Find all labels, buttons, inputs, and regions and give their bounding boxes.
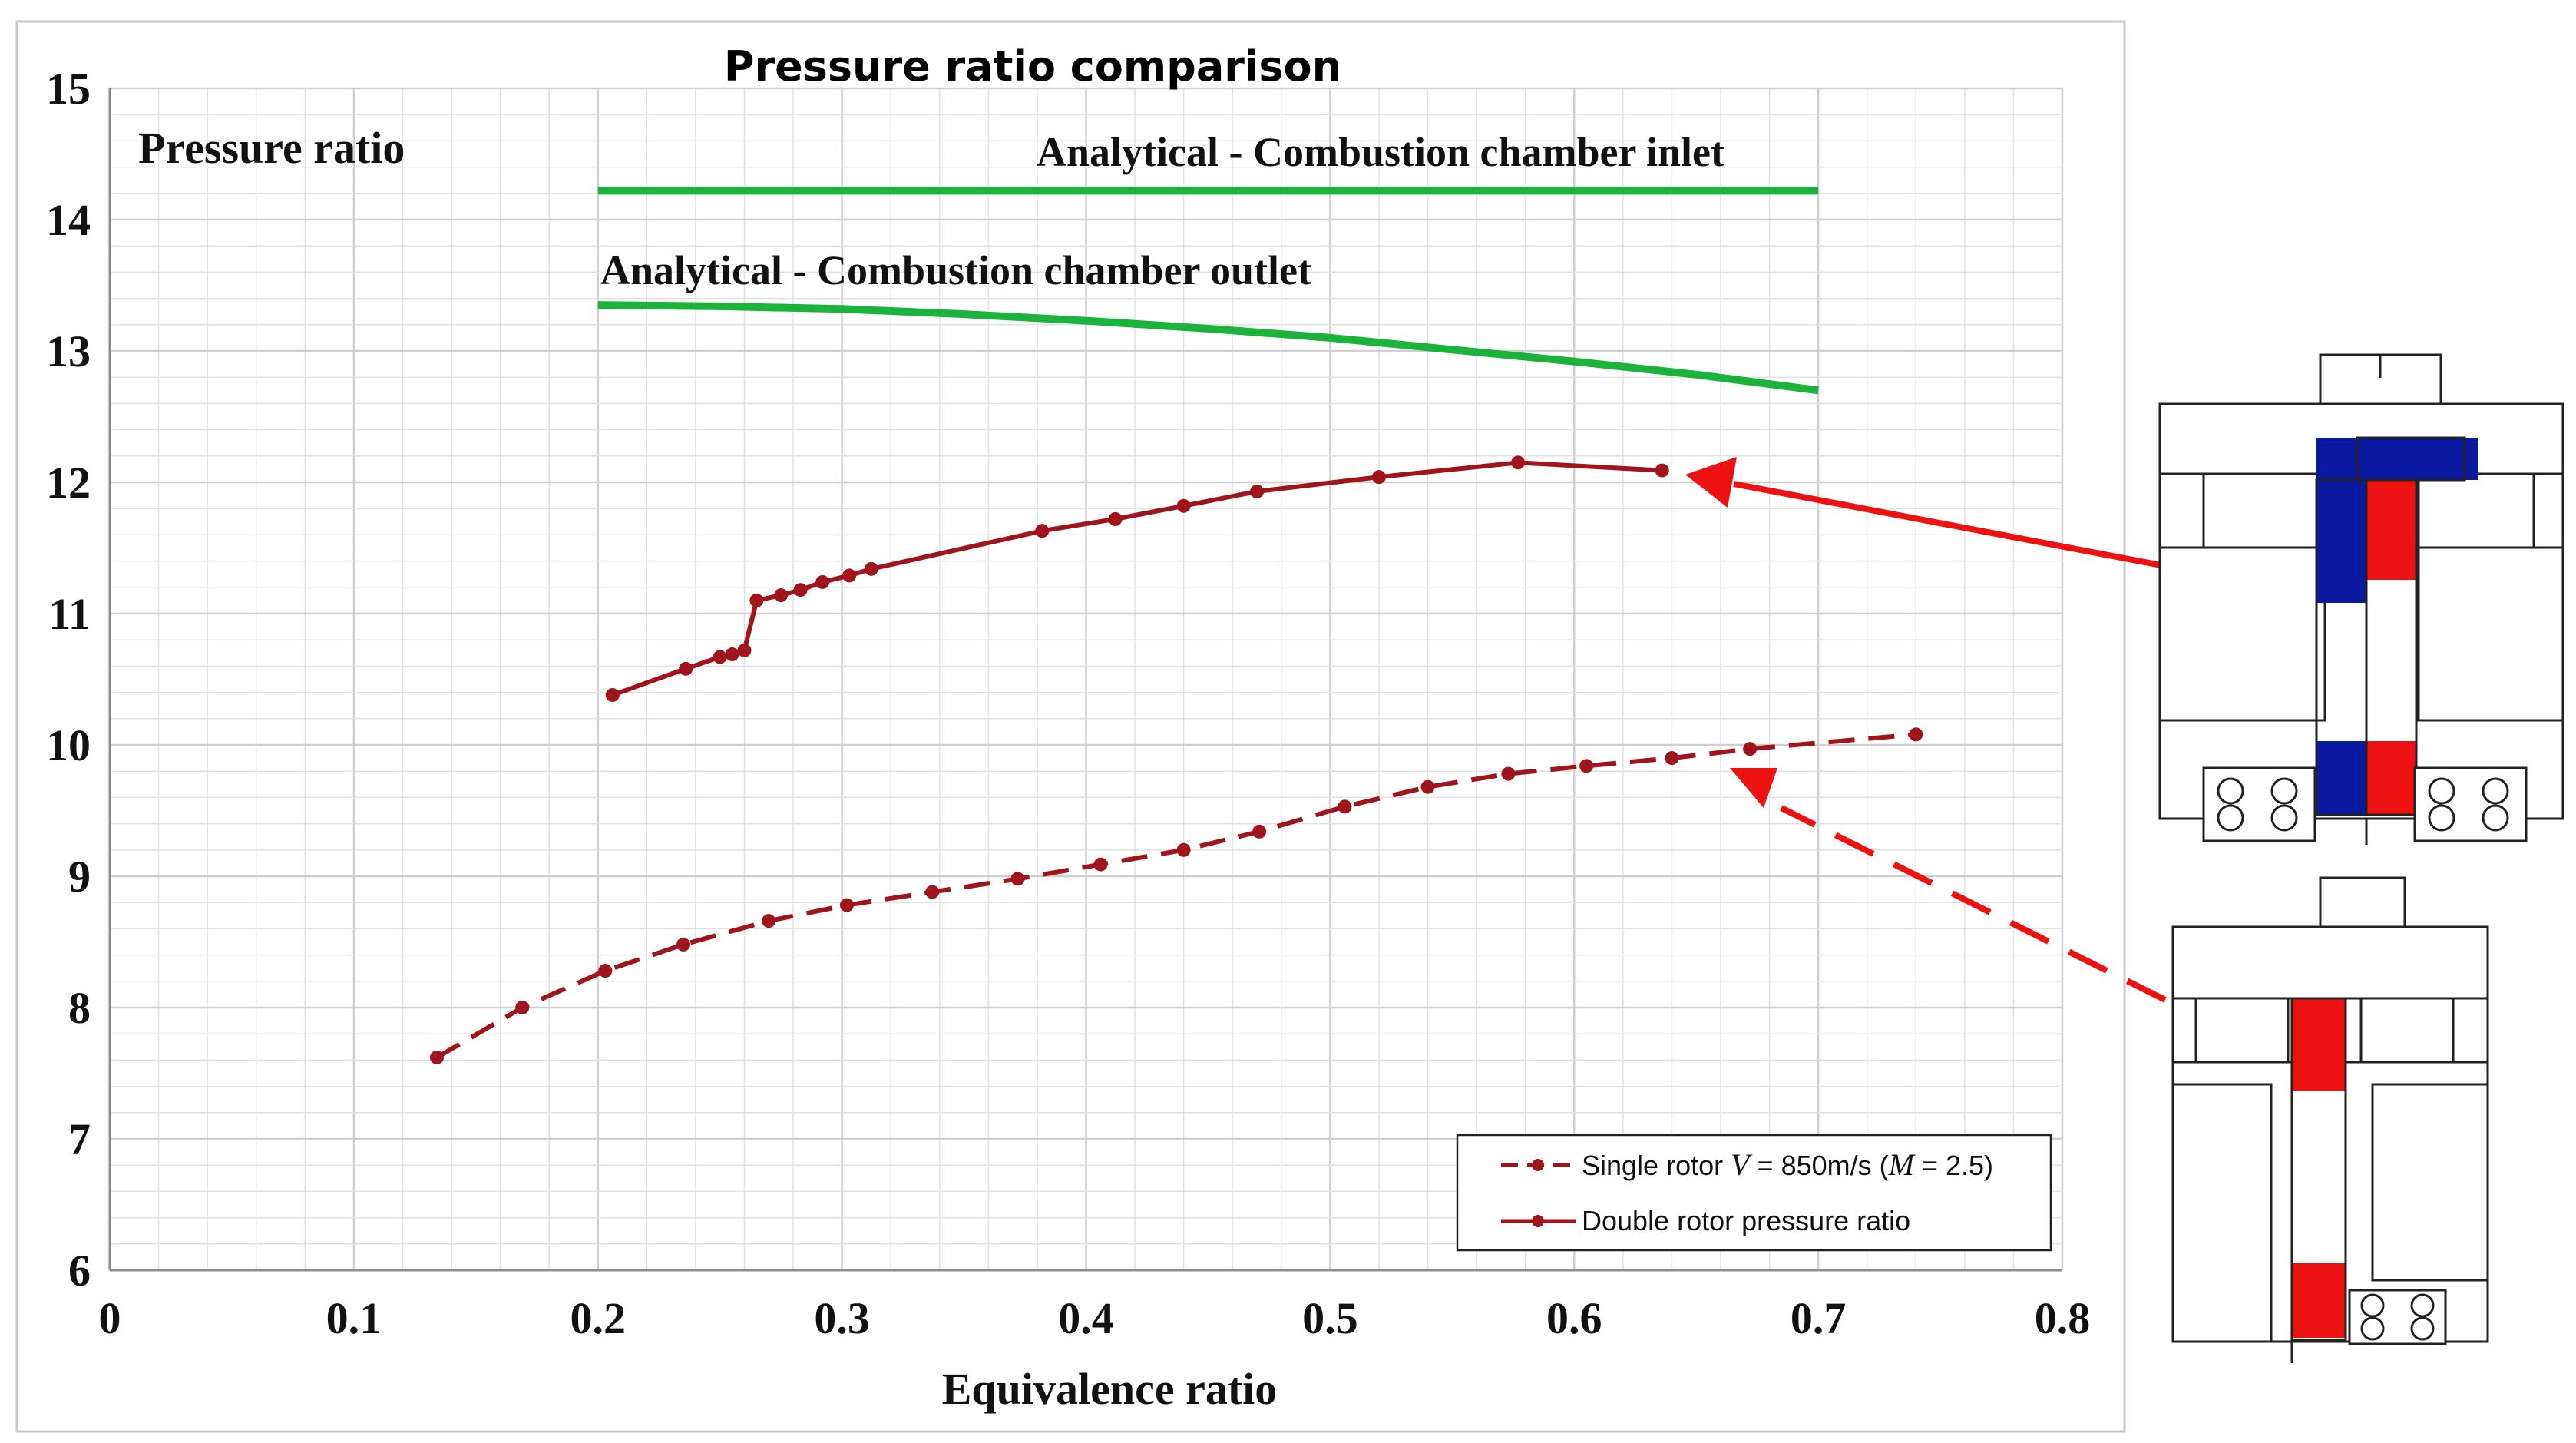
legend-single-marker — [1532, 1159, 1544, 1171]
series-layer — [429, 187, 1923, 1064]
y-tick-label: 12 — [46, 458, 91, 508]
x-tick-label: 0.7 — [1791, 1293, 1847, 1343]
data-point — [713, 650, 727, 664]
data-point — [1371, 470, 1386, 485]
data-point — [864, 561, 878, 576]
series-2 — [605, 455, 1669, 703]
data-point — [676, 937, 691, 952]
plot-area — [108, 87, 2064, 1272]
data-point — [1176, 842, 1191, 857]
data-point — [793, 583, 808, 597]
data-point — [1511, 455, 1526, 470]
x-tick-label: 0.5 — [1302, 1293, 1358, 1343]
single-rotor-schematic — [2171, 876, 2489, 1363]
data-point — [815, 574, 830, 589]
data-point — [429, 1050, 444, 1064]
x-tick-label: 0.3 — [814, 1293, 870, 1343]
y-tick-label: 9 — [68, 852, 91, 902]
data-point — [1108, 511, 1123, 526]
data-point — [515, 1001, 530, 1014]
data-point — [1035, 524, 1050, 538]
x-tick-label: 0 — [99, 1293, 121, 1343]
y-tick-label: 6 — [68, 1246, 91, 1296]
data-point — [1655, 463, 1669, 478]
x-tick-label: 0.1 — [326, 1293, 382, 1343]
series-3 — [429, 727, 1923, 1064]
data-point — [1010, 872, 1025, 886]
series-line — [597, 301, 1819, 395]
annotation-inlet: Analytical - Combustion chamber inlet — [1037, 129, 1724, 175]
data-point — [598, 964, 613, 978]
double-rotor-schematic — [2158, 353, 2564, 845]
series-line — [435, 732, 1916, 1060]
legend: Single rotor V = 850m/s (M = 2.5) Double… — [1456, 1134, 2052, 1252]
legend-single-label: Single rotor V = 850m/s (M = 2.5) — [1582, 1147, 1993, 1182]
y-tick-label: 7 — [68, 1114, 91, 1164]
data-point — [925, 885, 940, 899]
legend-double-marker — [1532, 1215, 1544, 1227]
y-tick-label: 14 — [46, 195, 91, 245]
y-tick-label: 11 — [48, 589, 91, 639]
data-point — [725, 647, 739, 662]
data-point — [762, 914, 776, 928]
legend-box — [1456, 1134, 2052, 1252]
data-point — [1501, 766, 1516, 781]
data-point — [774, 588, 789, 603]
data-point — [1093, 857, 1108, 872]
y-tick-labels: 6 7 8 9 10 11 12 13 14 15 — [46, 64, 91, 1296]
data-point — [1743, 742, 1758, 756]
y-tick-label: 13 — [46, 326, 91, 376]
data-point — [1252, 824, 1267, 839]
data-point — [749, 593, 764, 607]
data-point — [1338, 799, 1352, 814]
x-tick-labels: 0 0.1 0.2 0.3 0.4 0.5 0.6 0.7 0.8 — [99, 1293, 2091, 1343]
data-point — [1665, 751, 1679, 766]
annotation-outlet: Analytical - Combustion chamber outlet — [600, 247, 1311, 293]
data-point — [1176, 498, 1191, 513]
y-axis-title: Pressure ratio — [138, 123, 405, 173]
data-point — [737, 643, 752, 657]
y-tick-label: 8 — [68, 983, 91, 1033]
data-point — [1420, 779, 1435, 794]
data-point — [842, 568, 857, 583]
x-axis-title: Equivalence ratio — [942, 1364, 1278, 1414]
data-point — [1909, 727, 1923, 742]
legend-double-label: Double rotor pressure ratio — [1582, 1205, 1910, 1236]
data-point — [605, 688, 620, 703]
x-tick-label: 0.6 — [1546, 1293, 1602, 1343]
y-tick-label: 10 — [46, 720, 91, 770]
y-tick-label: 15 — [46, 64, 91, 114]
data-point — [1579, 759, 1594, 773]
chart-title: Pressure ratio comparison — [724, 42, 1341, 91]
data-point — [1250, 484, 1265, 498]
data-point — [839, 898, 854, 912]
x-tick-label: 0.4 — [1058, 1293, 1114, 1343]
series-1 — [597, 301, 1819, 395]
x-tick-label: 0.8 — [2035, 1293, 2091, 1343]
data-point — [679, 661, 693, 676]
x-tick-label: 0.2 — [570, 1293, 627, 1343]
